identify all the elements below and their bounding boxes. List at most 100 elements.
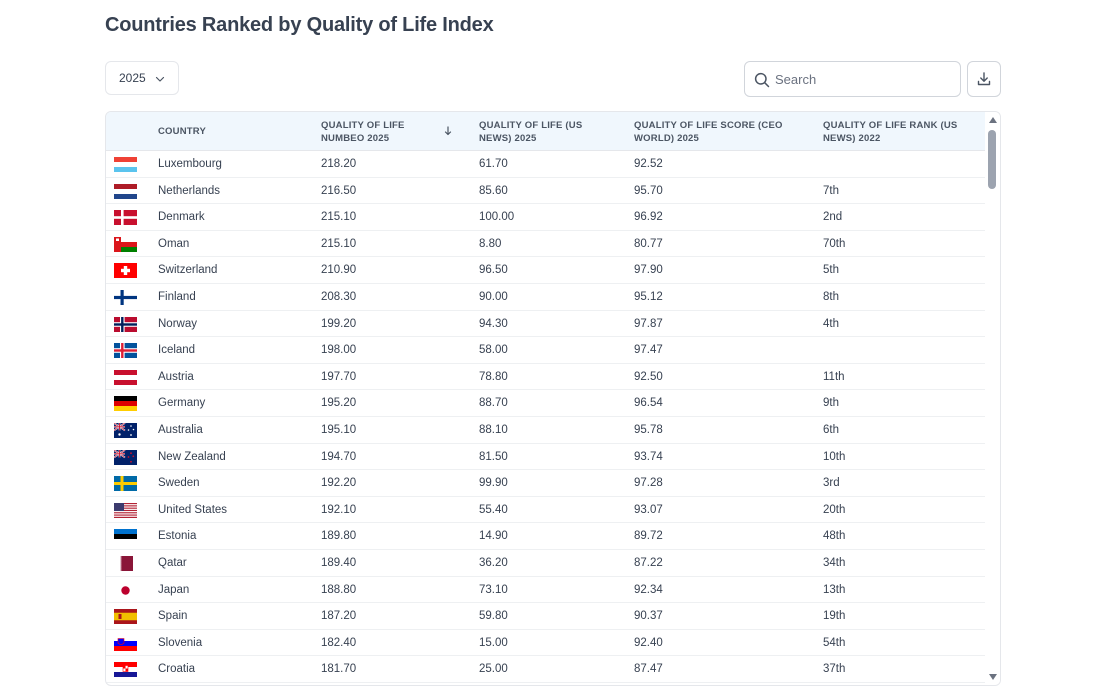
estonia-flag-icon — [114, 529, 137, 545]
cell-rank: 11th — [823, 370, 845, 383]
year-select-value: 2025 — [119, 71, 146, 85]
cell-rank: 4th — [823, 317, 839, 330]
cell-ceo: 92.40 — [634, 636, 663, 649]
cell-ceo: 97.90 — [634, 264, 663, 277]
cell-rank: 8th — [823, 290, 839, 303]
croatia-flag-icon — [114, 662, 137, 678]
cell-numbeo: 189.40 — [321, 556, 357, 569]
denmark-flag-icon — [114, 210, 137, 226]
luxembourg-flag-icon — [114, 157, 137, 172]
cell-country: Oman — [158, 237, 190, 250]
cell-ceo: 97.47 — [634, 344, 663, 357]
cell-ceo: 92.50 — [634, 370, 663, 383]
table-row[interactable]: New Zealand 194.70 81.50 93.74 10th — [106, 444, 985, 471]
cell-country: Iceland — [158, 344, 196, 357]
cell-country: Japan — [158, 583, 190, 596]
year-select[interactable]: 2025 — [105, 61, 179, 95]
cell-country: Denmark — [158, 211, 205, 224]
cell-rank: 9th — [823, 397, 839, 410]
cell-numbeo: 208.30 — [321, 290, 357, 303]
sweden-flag-icon — [114, 476, 137, 492]
table-row[interactable]: Australia 195.10 88.10 95.78 6th — [106, 417, 985, 444]
japan-flag-icon — [121, 585, 130, 595]
table-row[interactable]: Croatia 181.70 25.00 87.47 37th — [106, 656, 985, 683]
cell-ceo: 89.72 — [634, 530, 663, 543]
united-states-flag-icon — [114, 502, 137, 518]
cell-numbeo: 192.20 — [321, 477, 357, 490]
table-row[interactable]: Qatar 189.40 36.20 87.22 34th — [106, 550, 985, 577]
cell-numbeo: 210.90 — [321, 264, 357, 277]
spain-flag-icon — [114, 609, 137, 625]
header-usnews[interactable]: QUALITY OF LIFE (US NEWS) 2025 — [479, 120, 583, 144]
cell-ceo: 95.12 — [634, 290, 663, 303]
cell-country: Netherlands — [158, 184, 221, 197]
cell-numbeo: 192.10 — [321, 503, 357, 516]
header-ceo[interactable]: QUALITY OF LIFE SCORE (CEO WORLD) 2025 — [634, 120, 783, 144]
new-zealand-flag-icon — [114, 449, 137, 465]
download-button[interactable] — [967, 61, 1001, 97]
finland-flag-icon — [114, 289, 137, 305]
cell-usnews: 8.80 — [479, 237, 502, 250]
cell-usnews: 58.00 — [479, 344, 508, 357]
cell-ceo: 95.78 — [634, 423, 663, 436]
table-row[interactable]: Sweden 192.20 99.90 97.28 3rd — [106, 470, 985, 497]
cell-numbeo: 215.10 — [321, 237, 357, 250]
cell-country: United States — [158, 503, 228, 516]
table-row[interactable]: Denmark 215.10 100.00 96.92 2nd — [106, 204, 985, 231]
cell-usnews: 15.00 — [479, 636, 508, 649]
cell-numbeo: 188.80 — [321, 583, 357, 596]
cell-rank: 5th — [823, 264, 839, 277]
cell-numbeo: 181.70 — [321, 663, 357, 676]
cell-rank: 54th — [823, 636, 846, 649]
table-row[interactable]: Norway 199.20 94.30 97.87 4th — [106, 311, 985, 338]
table-row[interactable]: Finland 208.30 90.00 95.12 8th — [106, 284, 985, 311]
cell-numbeo: 216.50 — [321, 184, 357, 197]
cell-rank: 20th — [823, 503, 846, 516]
table-row[interactable]: Slovenia 182.40 15.00 92.40 54th — [106, 630, 985, 657]
table-row[interactable]: Luxembourg 218.20 61.70 92.52 — [106, 151, 985, 178]
scroll-down-arrow-icon[interactable] — [989, 674, 997, 680]
norway-flag-icon — [114, 316, 137, 332]
sort-desc-icon[interactable] — [443, 125, 453, 137]
cell-numbeo: 189.80 — [321, 530, 357, 543]
iceland-flag-icon — [114, 343, 137, 359]
search-input[interactable] — [775, 64, 945, 94]
cell-rank: 6th — [823, 423, 839, 436]
table-row[interactable]: Oman 215.10 8.80 80.77 70th — [106, 231, 985, 258]
cell-rank: 2nd — [823, 211, 843, 224]
cell-country: Croatia — [158, 663, 196, 676]
header-country[interactable]: COUNTRY — [158, 126, 207, 137]
netherlands-flag-icon — [114, 183, 137, 199]
header-numbeo[interactable]: QUALITY OF LIFE NUMBEO 2025 — [321, 120, 405, 144]
table-row[interactable]: Spain 187.20 59.80 90.37 19th — [106, 603, 985, 630]
table-row[interactable]: Austria 197.70 78.80 92.50 11th — [106, 364, 985, 391]
table-row[interactable]: United States 192.10 55.40 93.07 20th — [106, 497, 985, 524]
scrollbar[interactable] — [985, 112, 1000, 685]
cell-country: New Zealand — [158, 450, 226, 463]
cell-ceo: 80.77 — [634, 237, 663, 250]
table-row[interactable]: Switzerland 210.90 96.50 97.90 5th — [106, 257, 985, 284]
cell-numbeo: 197.70 — [321, 370, 357, 383]
cell-ceo: 93.07 — [634, 503, 663, 516]
scroll-up-arrow-icon[interactable] — [989, 117, 997, 123]
table-header: COUNTRY QUALITY OF LIFE NUMBEO 2025 QUAL… — [106, 112, 985, 151]
australia-flag-icon — [114, 422, 137, 438]
cell-usnews: 81.50 — [479, 450, 508, 463]
download-icon — [977, 72, 991, 86]
scrollbar-thumb[interactable] — [988, 130, 996, 189]
header-rank[interactable]: QUALITY OF LIFE RANK (US NEWS) 2022 — [823, 120, 958, 144]
table-row[interactable]: Netherlands 216.50 85.60 95.70 7th — [106, 178, 985, 205]
table-row[interactable]: Germany 195.20 88.70 96.54 9th — [106, 390, 985, 417]
cell-country: Spain — [158, 610, 188, 623]
cell-numbeo: 198.00 — [321, 344, 357, 357]
search-box[interactable] — [744, 61, 961, 97]
cell-usnews: 73.10 — [479, 583, 508, 596]
cell-rank: 10th — [823, 450, 846, 463]
cell-numbeo: 199.20 — [321, 317, 357, 330]
table-row[interactable]: Japan 188.80 73.10 92.34 13th — [106, 577, 985, 604]
table-row[interactable]: Iceland 198.00 58.00 97.47 — [106, 337, 985, 364]
cell-rank: 7th — [823, 184, 839, 197]
table-row[interactable]: Estonia 189.80 14.90 89.72 48th — [106, 523, 985, 550]
table-body: Luxembourg 218.20 61.70 92.52 Netherlands 216… — [106, 151, 985, 683]
cell-country: Norway — [158, 317, 197, 330]
